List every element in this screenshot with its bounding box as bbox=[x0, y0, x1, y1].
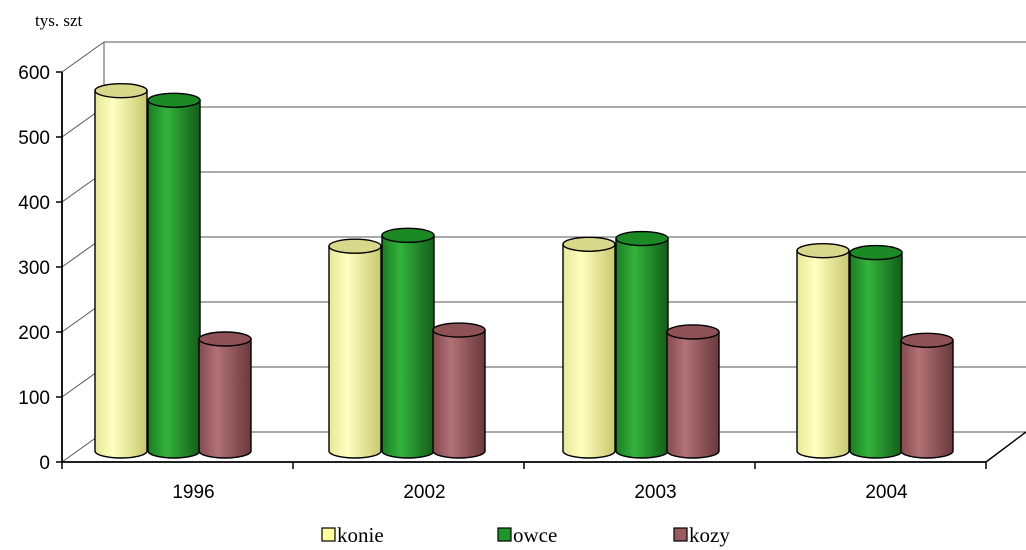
y-tick-label: 500 bbox=[18, 128, 50, 149]
bar-konie-2002 bbox=[328, 238, 382, 459]
bar-body bbox=[432, 329, 486, 459]
y-tick-label: 400 bbox=[18, 193, 50, 214]
grid-diagonal bbox=[61, 41, 105, 73]
legend-label: konie bbox=[337, 523, 384, 547]
bar-konie-2004 bbox=[796, 242, 850, 459]
y-tick-label: 200 bbox=[18, 323, 50, 344]
bar-konie-1996 bbox=[94, 82, 148, 459]
bar-body bbox=[666, 331, 720, 459]
legend-item-konie: konie bbox=[321, 523, 384, 547]
bar-body bbox=[328, 245, 382, 459]
bar-top bbox=[328, 238, 382, 254]
legend-item-kozy: kozy bbox=[673, 523, 730, 547]
bar-owce-2002 bbox=[381, 227, 435, 459]
bar-top bbox=[432, 322, 486, 338]
x-tick-label: 2002 bbox=[403, 482, 445, 503]
bar-top bbox=[198, 331, 252, 347]
floor-right-edge bbox=[985, 431, 1026, 463]
legend-swatch bbox=[673, 527, 688, 542]
bar-owce-2004 bbox=[849, 244, 903, 459]
x-tick-label: 2004 bbox=[865, 482, 908, 503]
x-tick-label: 2003 bbox=[634, 482, 676, 503]
legend-swatch bbox=[321, 527, 336, 542]
bar-body bbox=[198, 338, 252, 459]
bar-top bbox=[381, 227, 435, 244]
bar-owce-1996 bbox=[147, 92, 201, 459]
legend-item-owce: owce bbox=[497, 523, 557, 547]
bar-body bbox=[849, 251, 903, 459]
bar-body bbox=[94, 89, 148, 459]
legend-label: kozy bbox=[689, 523, 730, 547]
bars bbox=[94, 82, 954, 459]
legend-swatch bbox=[497, 527, 512, 542]
bar-body bbox=[796, 249, 850, 459]
legend-label: owce bbox=[513, 523, 557, 547]
y-tick-label: 300 bbox=[18, 258, 50, 279]
bar-body bbox=[615, 237, 669, 459]
legend: konie owce kozy bbox=[321, 523, 730, 547]
y-tick-label: 100 bbox=[18, 388, 50, 409]
bar-kozy-2004 bbox=[900, 332, 954, 459]
bar-top bbox=[849, 244, 903, 261]
y-tick-label: 0 bbox=[39, 453, 50, 474]
bar-top bbox=[94, 82, 148, 99]
bar-konie-2003 bbox=[562, 236, 616, 459]
bar-top bbox=[796, 242, 850, 259]
bar-top bbox=[562, 236, 616, 252]
y-axis-unit-label: tys. szt bbox=[35, 11, 83, 30]
bar-body bbox=[562, 243, 616, 459]
bar-body bbox=[900, 339, 954, 459]
bar-top bbox=[900, 332, 954, 348]
bar-kozy-2003 bbox=[666, 324, 720, 459]
bar-top bbox=[615, 230, 669, 247]
x-tick-label: 1996 bbox=[172, 482, 214, 503]
bar-kozy-1996 bbox=[198, 331, 252, 459]
bar-body bbox=[381, 234, 435, 459]
bar-owce-2003 bbox=[615, 230, 669, 459]
bar-top bbox=[666, 324, 720, 340]
bar-kozy-2002 bbox=[432, 322, 486, 459]
bar-body bbox=[147, 99, 201, 459]
y-tick-label: 600 bbox=[18, 63, 50, 84]
tick-labels: 0 100 200 300 400 500 600 1996 2002 2003 2004 bbox=[18, 63, 908, 503]
bar-top bbox=[147, 92, 201, 108]
